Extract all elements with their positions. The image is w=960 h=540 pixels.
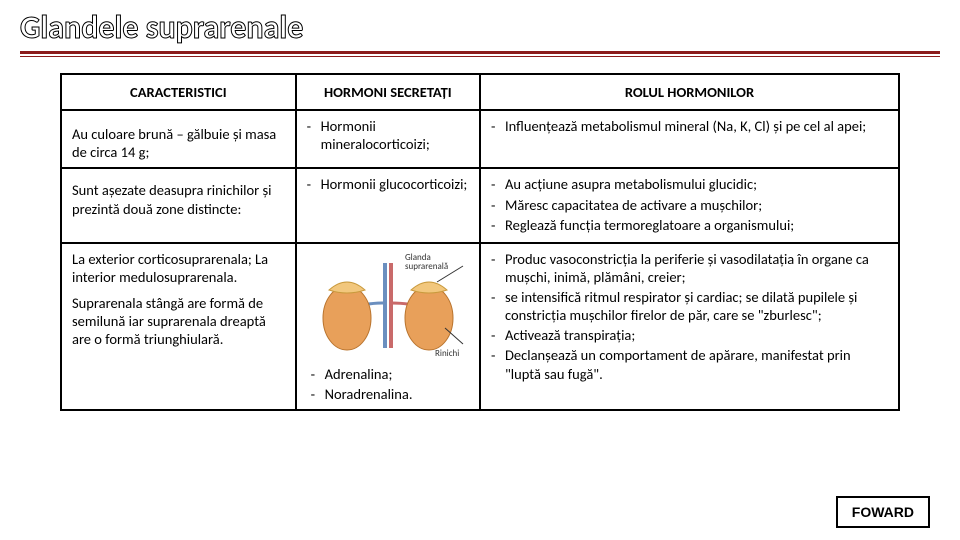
list-item: se intensifică ritmul respirator și card… xyxy=(491,288,888,324)
table-row: La exterior corticosuprarenala; La inter… xyxy=(61,243,899,410)
table-row: Au culoare brună – gălbuie și masa de ci… xyxy=(61,110,899,168)
forward-button[interactable]: FOWARD xyxy=(836,496,930,528)
hormones-image-cell: Glanda suprarenală Rinichi Adrenalina; N… xyxy=(296,243,480,410)
roles-cell: Au acțiune asupra metabolismului glucidi… xyxy=(480,168,899,242)
title-underline xyxy=(20,51,940,57)
characteristic-cell: Sunt așezate deasupra rinichilor și prez… xyxy=(61,168,296,242)
kidney-diagram: Glanda suprarenală Rinichi xyxy=(305,248,470,363)
characteristic-text: Sunt așezate deasupra rinichilor și prez… xyxy=(72,181,271,217)
kidney-label: Rinichi xyxy=(435,348,459,359)
list-item: Produc vasoconstricția la periferie și v… xyxy=(491,250,888,286)
list-item: Reglează funcția termoreglatoare a organ… xyxy=(491,216,888,234)
characteristic-text: Suprarenala stângă are formă de semilună… xyxy=(72,294,285,348)
list-item: Activează transpirația; xyxy=(491,326,888,344)
content-table-wrap: CARACTERISTICI HORMONI SECRETAȚI ROLUL H… xyxy=(0,61,960,411)
list-item: Au acțiune asupra metabolismului glucidi… xyxy=(491,175,888,193)
table-header-row: CARACTERISTICI HORMONI SECRETAȚI ROLUL H… xyxy=(61,74,899,110)
roles-cell: Influențează metabolismul mineral (Na, K… xyxy=(480,110,899,168)
characteristic-cell: La exterior corticosuprarenala; La inter… xyxy=(61,243,296,410)
list-item: Adrenalina; xyxy=(311,365,475,383)
page-title: Glandele suprarenale xyxy=(0,0,960,51)
list-item: Declanșează un comportament de apărare, … xyxy=(491,346,888,382)
title-text: Glandele suprarenale xyxy=(20,8,303,47)
table-row: Sunt așezate deasupra rinichilor și prez… xyxy=(61,168,899,242)
hormones-cell: Hormonii mineralocorticoizi; xyxy=(296,110,480,168)
hormones-cell: Hormonii glucocorticoizi; xyxy=(296,168,480,242)
roles-cell: Produc vasoconstricția la periferie și v… xyxy=(480,243,899,410)
header-col3: ROLUL HORMONILOR xyxy=(480,74,899,110)
characteristic-cell: Au culoare brună – gălbuie și masa de ci… xyxy=(61,110,296,168)
content-table: CARACTERISTICI HORMONI SECRETAȚI ROLUL H… xyxy=(60,73,900,411)
header-col2: HORMONI SECRETAȚI xyxy=(296,74,480,110)
list-item: Noradrenalina. xyxy=(311,385,475,403)
header-col1: CARACTERISTICI xyxy=(61,74,296,110)
characteristic-text: La exterior corticosuprarenala; La inter… xyxy=(72,250,285,286)
list-item: Hormonii glucocorticoizi; xyxy=(307,175,469,193)
characteristic-text: Au culoare brună – gălbuie și masa de ci… xyxy=(72,125,276,161)
list-item: Influențează metabolismul mineral (Na, K… xyxy=(491,117,888,135)
list-item: Măresc capacitatea de activare a mușchil… xyxy=(491,196,888,214)
list-item: Hormonii mineralocorticoizi; xyxy=(307,117,469,153)
svg-text:suprarenală: suprarenală xyxy=(405,261,448,272)
